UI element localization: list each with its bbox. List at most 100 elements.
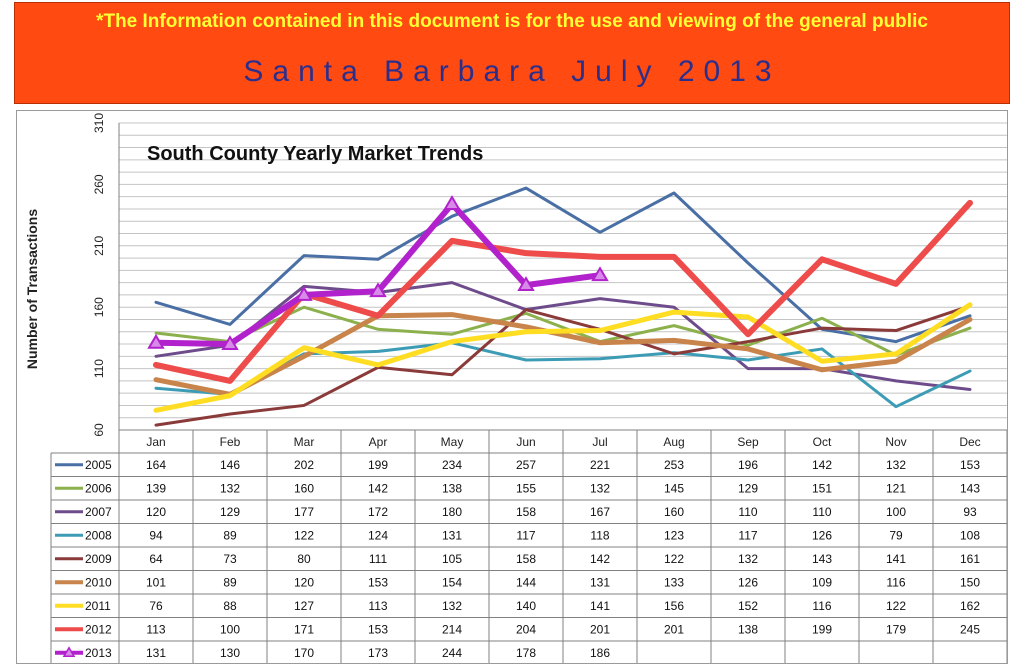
- legend-label-2007: 2007: [85, 505, 112, 519]
- series-line-2010: [153, 312, 973, 397]
- data-label: 131: [590, 575, 610, 589]
- data-label: 155: [516, 481, 536, 495]
- data-label: 105: [442, 552, 462, 566]
- line-chart: 60 110 160 210 260 310 Number of Transactions…: [24, 113, 1007, 663]
- data-label: 120: [146, 505, 166, 519]
- data-label: 124: [368, 528, 388, 542]
- data-label: 196: [738, 458, 758, 472]
- data-label: 100: [886, 505, 906, 519]
- data-label: 156: [664, 599, 684, 613]
- data-label: 76: [149, 599, 163, 613]
- data-label: 153: [960, 458, 980, 472]
- data-label: 138: [442, 481, 462, 495]
- series-line-2006: [154, 305, 972, 357]
- data-label: 167: [590, 505, 610, 519]
- data-label: 117: [516, 528, 535, 542]
- data-label: 122: [886, 599, 906, 613]
- data-label: 144: [516, 575, 536, 589]
- data-label: 138: [738, 622, 758, 636]
- series-line-2011: [153, 302, 973, 413]
- data-label: 204: [516, 622, 536, 636]
- data-table: Jan Feb Mar Apr May Jun Jul Aug Sep Oct Nov Dec 2005…: [50, 429, 1007, 663]
- data-label: 132: [886, 458, 906, 472]
- data-label: 117: [738, 528, 757, 542]
- data-label: 139: [146, 481, 166, 495]
- data-label: 153: [368, 575, 388, 589]
- data-label: 130: [220, 646, 240, 660]
- data-label: 253: [664, 458, 684, 472]
- data-label: 132: [442, 599, 462, 613]
- data-label: 202: [294, 458, 314, 472]
- data-label: 164: [146, 458, 166, 472]
- data-label: 89: [223, 528, 237, 542]
- data-label: 161: [960, 552, 980, 566]
- data-label: 221: [590, 458, 610, 472]
- data-label: 257: [516, 458, 536, 472]
- data-label: 113: [146, 622, 165, 636]
- data-label: 131: [146, 646, 166, 660]
- data-label: 160: [664, 505, 684, 519]
- data-label: 177: [294, 505, 314, 519]
- data-label: 172: [368, 505, 388, 519]
- x-tick-label: Sep: [737, 435, 759, 449]
- legend-label-2012: 2012: [85, 622, 112, 636]
- data-label: 244: [442, 646, 462, 660]
- data-label: 129: [738, 481, 758, 495]
- data-label: 121: [886, 481, 906, 495]
- x-tick-label: Nov: [885, 435, 906, 449]
- legend-marker-2013: [62, 646, 76, 657]
- data-label: 131: [442, 528, 462, 542]
- y-tick-label: 110: [92, 359, 106, 378]
- data-label: 122: [294, 528, 314, 542]
- series-line-2005: [154, 186, 972, 344]
- data-label: 126: [738, 575, 758, 589]
- data-label: 143: [812, 552, 832, 566]
- data-label: 133: [664, 575, 684, 589]
- data-label: 111: [369, 552, 388, 566]
- x-tick-label: Jan: [146, 435, 165, 449]
- legend-label-2006: 2006: [85, 481, 112, 495]
- series-line-2008: [154, 341, 972, 409]
- data-point-2013: [147, 333, 165, 349]
- x-tick-label: Jul: [592, 435, 607, 449]
- data-label: 118: [590, 528, 609, 542]
- data-label: 123: [664, 528, 684, 542]
- data-label: 110: [738, 505, 757, 519]
- data-label: 110: [812, 505, 831, 519]
- data-label: 173: [368, 646, 388, 660]
- data-label: 101: [146, 575, 166, 589]
- data-label: 158: [516, 505, 536, 519]
- data-label: 132: [738, 552, 758, 566]
- data-label: 199: [368, 458, 388, 472]
- data-point-2013: [591, 266, 609, 282]
- data-label: 109: [812, 575, 832, 589]
- data-label: 132: [590, 481, 610, 495]
- data-point-2013: [369, 282, 387, 298]
- data-label: 154: [442, 575, 462, 589]
- data-label: 116: [886, 575, 905, 589]
- legend-label-2013: 2013: [85, 646, 112, 660]
- data-label: 122: [664, 552, 684, 566]
- legend-label-2008: 2008: [85, 528, 112, 542]
- data-label: 146: [220, 458, 240, 472]
- data-label: 180: [442, 505, 462, 519]
- data-label: 214: [442, 622, 462, 636]
- data-label: 79: [889, 528, 903, 542]
- data-label: 108: [960, 528, 980, 542]
- data-label: 143: [960, 481, 980, 495]
- data-label: 141: [590, 599, 610, 613]
- data-label: 179: [886, 622, 906, 636]
- data-label: 100: [220, 622, 240, 636]
- x-tick-label: Mar: [294, 435, 315, 449]
- data-label: 88: [223, 599, 237, 613]
- series-lines: [147, 186, 973, 427]
- data-label: 116: [812, 599, 831, 613]
- data-label: 171: [294, 622, 314, 636]
- data-label: 142: [812, 458, 832, 472]
- data-label: 129: [220, 505, 240, 519]
- data-label: 234: [442, 458, 462, 472]
- header-banner: *The Information contained in this docum…: [14, 2, 1010, 104]
- data-label: 245: [960, 622, 980, 636]
- y-tick-label: 310: [92, 113, 106, 133]
- page-title: Santa Barbara July 2013: [243, 55, 781, 88]
